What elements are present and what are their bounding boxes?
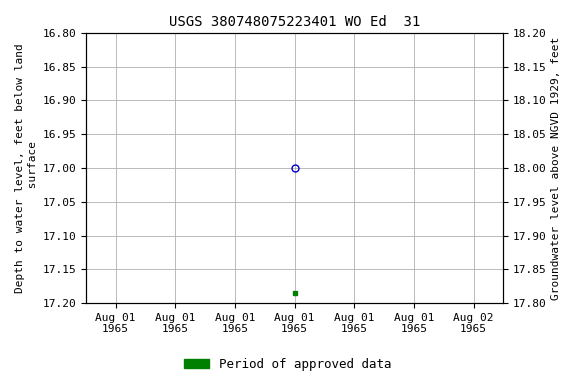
Legend: Period of approved data: Period of approved data [179, 353, 397, 376]
Y-axis label: Groundwater level above NGVD 1929, feet: Groundwater level above NGVD 1929, feet [551, 36, 561, 300]
Y-axis label: Depth to water level, feet below land
 surface: Depth to water level, feet below land su… [15, 43, 38, 293]
Title: USGS 380748075223401 WO Ed  31: USGS 380748075223401 WO Ed 31 [169, 15, 420, 29]
